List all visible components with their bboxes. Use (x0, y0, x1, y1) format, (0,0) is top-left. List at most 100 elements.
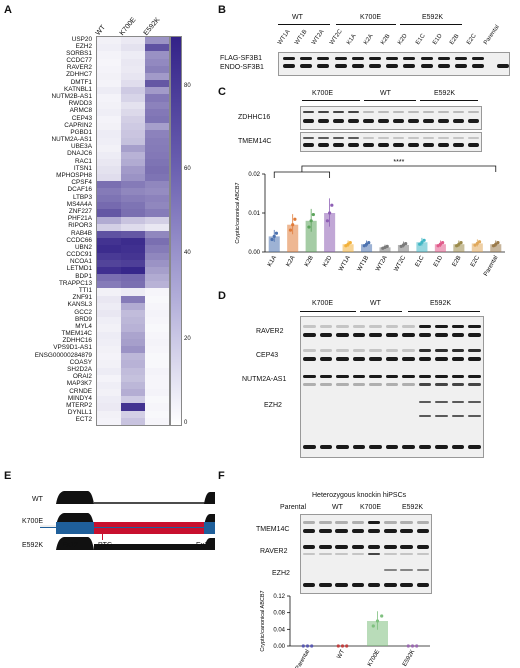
y-axis-label: Cryptic/canonical ABCB7 (260, 590, 266, 651)
heatmap-cell (121, 338, 145, 347)
gel-band (400, 521, 413, 524)
heatmap-gene-label: LETMD1 (66, 265, 92, 273)
c-group-k700e: K700E (312, 90, 334, 97)
heatmap-cell (97, 180, 121, 189)
colorbar-tick-60: 60 (184, 166, 191, 172)
b-lane-label: WT1B (294, 28, 309, 46)
gel-band (336, 357, 349, 361)
heatmap-col-k700e: K700E (118, 16, 138, 37)
gel-band (319, 333, 333, 337)
gel-band (435, 333, 448, 337)
heatmap-gene-label: RAVER2 (66, 64, 92, 72)
gel-band (302, 553, 316, 555)
d-row-raver2: RAVER2 (256, 328, 284, 335)
c-bracket-k700e (302, 100, 360, 101)
gel-band (402, 325, 415, 328)
gel-band (437, 64, 450, 68)
gel-band (362, 111, 375, 113)
heatmap-grid (96, 36, 170, 426)
gel-band (334, 64, 347, 68)
gel-band (352, 325, 366, 328)
y-tick-label: 0.00 (248, 250, 260, 256)
c-row-tmem14c: TMEM14C (238, 138, 272, 145)
gel-band (367, 521, 381, 524)
gel-band (472, 57, 485, 60)
bar (287, 224, 299, 252)
gel-band (367, 553, 381, 555)
heatmap-cell (121, 281, 145, 289)
heatmap-cell (121, 310, 145, 318)
gel-band (451, 325, 465, 328)
heatmap-cell (97, 209, 121, 217)
gel-band (351, 57, 364, 60)
panel-d: K700E WT E592K RAVER2 CEP43 NUTM2A-AS1 E… (220, 290, 520, 470)
gel-band (332, 143, 345, 147)
gel-band (317, 119, 330, 123)
heatmap-cell (121, 252, 145, 261)
gel-band (416, 545, 430, 549)
gel-band (336, 333, 349, 337)
gel-band (352, 357, 366, 361)
heatmap-colorbar (170, 36, 182, 426)
heatmap-gene-label: ORAI2 (72, 373, 92, 381)
gel-band (319, 553, 332, 555)
gel-band (407, 111, 420, 113)
bar (379, 247, 391, 252)
heatmap-cell (121, 274, 145, 282)
gel-band (402, 357, 415, 361)
bar (453, 244, 465, 252)
data-point (441, 241, 445, 245)
heatmap-cell (97, 324, 121, 332)
heatmap-cell (145, 72, 169, 81)
data-point (422, 238, 426, 242)
heatmap-cell (97, 374, 121, 383)
data-point (491, 244, 496, 248)
gel-band (386, 57, 399, 60)
gel-band (385, 349, 399, 352)
heatmap-cell (97, 302, 121, 311)
heatmap-gene-label: CCDC77 (66, 57, 92, 65)
gel-band (418, 375, 432, 378)
heatmap-gene-label: PGBD1 (70, 128, 92, 136)
heatmap-cell (97, 403, 121, 411)
colorbar-tick-20: 20 (184, 336, 191, 342)
gel-band (402, 375, 415, 378)
gel-band (302, 357, 316, 361)
heatmap-cell (145, 94, 169, 102)
data-point (404, 241, 408, 246)
gel-band (468, 415, 481, 417)
data-point (415, 644, 419, 648)
heatmap-cell (97, 396, 121, 404)
x-tick-label: WT (336, 649, 346, 660)
data-point (385, 244, 389, 248)
heatmap-cell (145, 381, 169, 390)
gel-band (319, 383, 333, 386)
x-tick-label: WT2C (393, 254, 407, 272)
heatmap-cell (97, 72, 121, 81)
x-tick-label: E1C (415, 254, 426, 268)
data-point (307, 225, 311, 229)
heatmap-cell (97, 187, 121, 196)
gel-band (302, 445, 316, 449)
gel-band (386, 64, 399, 68)
heatmap-cell (97, 123, 121, 131)
gel-band (319, 529, 332, 533)
gel-band (385, 333, 399, 337)
heatmap-cell (97, 80, 121, 88)
gel-band (351, 583, 365, 587)
gel-band (392, 143, 405, 147)
data-point (477, 240, 482, 244)
heatmap-cell (97, 266, 121, 275)
heatmap-gene-label: ZDHHC16 (62, 337, 92, 345)
x-tick-label: E592K (402, 649, 416, 668)
heatmap-gene-label: NCOA1 (69, 258, 92, 266)
gel-band (351, 521, 365, 524)
gel-band (369, 375, 382, 378)
heatmap-cell (97, 381, 121, 390)
gel-band (451, 375, 465, 378)
gel-band (362, 143, 375, 147)
gel-band (392, 137, 405, 139)
heatmap-gene-label: CCDC66 (66, 236, 92, 244)
gel-band (332, 119, 345, 123)
panel-letter-c: C (218, 86, 226, 98)
